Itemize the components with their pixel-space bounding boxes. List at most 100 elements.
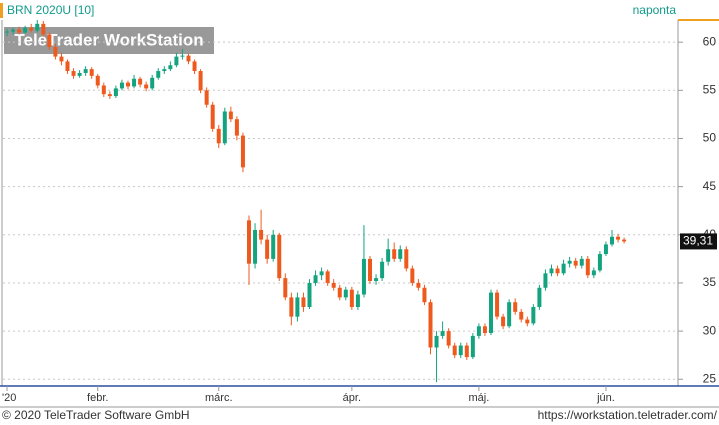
candle-body [337, 287, 342, 298]
last-price-box [680, 233, 717, 250]
x-tick-label: ápr. [343, 392, 361, 404]
candle-body [283, 278, 288, 298]
candle-body [35, 23, 40, 31]
candle-body [180, 55, 185, 57]
candle-body [119, 82, 124, 89]
candle-body [513, 302, 518, 312]
candle-body [561, 263, 566, 274]
candle-body [495, 292, 500, 317]
y-tick-label: 35 [703, 275, 717, 289]
candle-body [259, 229, 264, 240]
candle-body [537, 287, 542, 308]
candle-body [65, 61, 70, 72]
candle-body [89, 69, 94, 76]
candle-body [23, 27, 28, 33]
candle-body [240, 135, 245, 168]
candle-body [307, 282, 312, 308]
watermark: TeleTrader WorkStation [14, 30, 203, 49]
candle-body [83, 69, 88, 73]
x-tick-label: febr. [87, 392, 108, 404]
candle-body [11, 29, 16, 32]
candle-body [519, 311, 524, 320]
x-tick-label: jún. [596, 392, 615, 404]
candle-body [404, 249, 409, 269]
candle-body [549, 268, 554, 274]
candle-body [543, 273, 548, 288]
candle-body [610, 236, 614, 245]
candle-body [216, 128, 221, 144]
candle-body [410, 268, 415, 283]
candle-body [380, 261, 385, 279]
x-tick-label: '20 [2, 392, 16, 404]
candle-body [452, 345, 457, 356]
candle-body [374, 278, 379, 282]
y-tick-label: 30 [703, 323, 717, 337]
period-label: naponta [633, 3, 677, 17]
candle-body [416, 282, 421, 288]
candle-body [59, 56, 64, 62]
candle-body [17, 29, 22, 33]
y-tick-label: 50 [703, 131, 717, 145]
candle-body [107, 94, 112, 97]
candle-body [156, 71, 161, 78]
candle-body [126, 82, 130, 87]
candle-body [53, 46, 58, 57]
candle-body [567, 260, 572, 264]
candle-body [325, 271, 330, 283]
candle-body [222, 111, 227, 144]
candle-body [301, 297, 306, 308]
candle-body [168, 65, 173, 70]
candle-body [555, 268, 560, 274]
candle-body [295, 297, 300, 317]
chart-title: BRN 2020U [10] [7, 3, 94, 17]
watermark-box [4, 27, 214, 54]
candle-body [597, 254, 602, 271]
candle-body [253, 229, 258, 264]
candle-body [192, 61, 197, 72]
candle-body [622, 239, 627, 242]
candle-body [113, 88, 118, 97]
candle-body [428, 302, 433, 348]
candle-body [150, 77, 155, 89]
candle-body [434, 335, 439, 348]
candle-body [386, 249, 391, 262]
title-marker [0, 3, 3, 18]
candle-body [525, 319, 530, 324]
candle-body [132, 78, 137, 87]
candle-body [482, 326, 487, 334]
candle-body [265, 239, 270, 259]
y-tick-label: 60 [703, 34, 717, 48]
candle-body [355, 294, 360, 308]
candle-body [579, 258, 584, 266]
y-tick-label: 25 [703, 371, 717, 385]
copyright: © 2020 TeleTrader Software GmbH [2, 408, 190, 422]
candle-body [470, 335, 475, 358]
candle-body [464, 345, 469, 358]
candle-body [162, 69, 167, 72]
candle-body [368, 258, 372, 282]
candle-body [349, 289, 354, 308]
candle-body [603, 244, 608, 255]
candle-body [71, 71, 76, 76]
y-tick-label: 55 [703, 82, 717, 96]
candle-body [228, 111, 233, 120]
candle-body [616, 236, 621, 240]
candle-body [95, 75, 100, 86]
candle-body [210, 104, 215, 129]
candle-body [531, 307, 536, 324]
candle-body [247, 220, 251, 264]
candle-body [331, 282, 336, 288]
candle-body [29, 27, 34, 31]
candle-body [489, 292, 493, 334]
candle-body [186, 55, 191, 62]
candle-body [289, 297, 294, 317]
candle-body [101, 85, 106, 95]
candle-body [271, 234, 276, 259]
candle-body [361, 258, 366, 295]
candle-body [446, 331, 451, 346]
candle-body [198, 71, 203, 91]
x-tick-label: márc. [205, 392, 233, 404]
candle-body [234, 119, 239, 136]
